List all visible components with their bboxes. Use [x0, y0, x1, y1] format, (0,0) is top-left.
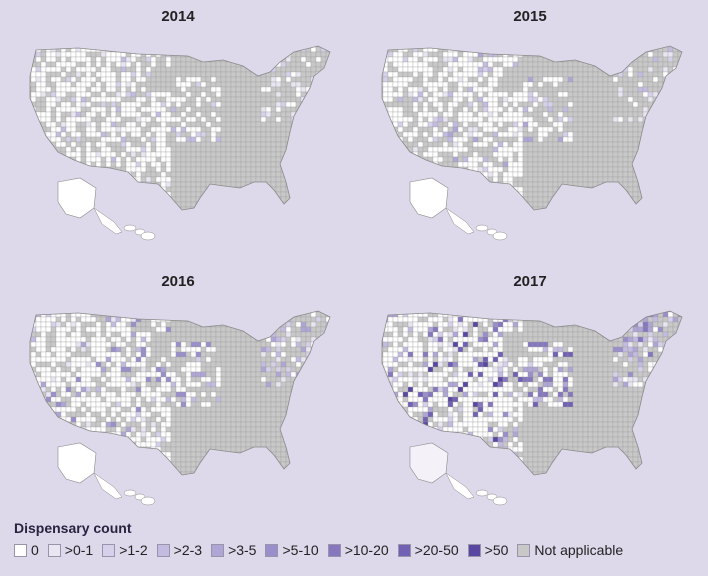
legend-swatch — [517, 543, 531, 557]
legend-item: Not applicable — [517, 542, 623, 558]
hawaii-island — [140, 496, 156, 506]
panel-title: 2014 — [161, 8, 195, 25]
legend: 0 >0-1 >1-2 >2-3 >3-5 >5-10 >10-20 >20-5… — [14, 542, 632, 558]
legend-item: >20-50 — [397, 542, 459, 558]
legend-swatch — [211, 543, 225, 557]
map-panel-2015: 2015 — [360, 0, 700, 250]
legend-item: >10-20 — [327, 542, 389, 558]
map-panel-2017: 2017 — [360, 265, 700, 515]
alaska — [57, 177, 97, 219]
legend-label: >5-10 — [282, 542, 319, 558]
legend-item: >3-5 — [211, 542, 256, 558]
alaska — [57, 442, 97, 484]
hawaii-island — [475, 489, 489, 497]
legend-swatch — [47, 543, 61, 557]
hawaii-island — [492, 496, 508, 506]
legend-swatch — [327, 543, 341, 557]
legend-item: >2-3 — [156, 542, 203, 558]
legend-item: >1-2 — [102, 542, 148, 558]
hawaii-island — [123, 224, 137, 232]
legend-label: 0 — [31, 542, 39, 558]
legend-swatch — [156, 543, 170, 557]
hawaii-island — [475, 224, 489, 232]
alaska-panhandle — [445, 472, 475, 500]
alaska — [409, 442, 449, 484]
hawaii-island — [492, 231, 508, 241]
us-map-2014 — [29, 45, 331, 241]
legend-swatch — [14, 543, 27, 557]
legend-label: >0-1 — [64, 542, 94, 558]
alaska — [409, 177, 449, 219]
alaska-panhandle — [445, 207, 475, 235]
legend-item: >5-10 — [265, 542, 319, 558]
legend-item: >50 — [467, 542, 509, 558]
hawaii-island — [123, 489, 137, 497]
legend-label: >10-20 — [344, 542, 389, 558]
legend-swatch — [102, 543, 116, 557]
legend-item: >0-1 — [47, 542, 94, 558]
map-panel-2014: 2014 — [8, 0, 348, 250]
legend-item: 0 — [14, 542, 39, 558]
legend-label: >2-3 — [173, 542, 203, 558]
legend-label: >50 — [484, 542, 509, 558]
legend-label: >20-50 — [414, 542, 459, 558]
panel-title: 2015 — [513, 8, 547, 25]
legend-swatch — [467, 543, 481, 557]
legend-label: >1-2 — [119, 542, 148, 558]
legend-label: Not applicable — [534, 542, 624, 558]
us-outline — [29, 310, 331, 476]
us-outline — [29, 45, 331, 211]
panel-title: 2017 — [513, 273, 547, 290]
legend-label: >3-5 — [228, 542, 257, 558]
legend-swatch — [265, 543, 279, 557]
us-outline — [381, 310, 683, 476]
map-panel-2016: 2016 — [8, 265, 348, 515]
legend-title: Dispensary count — [14, 520, 132, 536]
panel-title: 2016 — [161, 273, 195, 290]
us-map-2017 — [381, 310, 683, 506]
us-outline — [381, 45, 683, 211]
alaska-panhandle — [93, 472, 123, 500]
legend-swatch — [397, 543, 411, 557]
hawaii-island — [140, 231, 156, 241]
alaska-panhandle — [93, 207, 123, 235]
us-map-2016 — [29, 310, 331, 506]
us-map-2015 — [381, 45, 683, 241]
